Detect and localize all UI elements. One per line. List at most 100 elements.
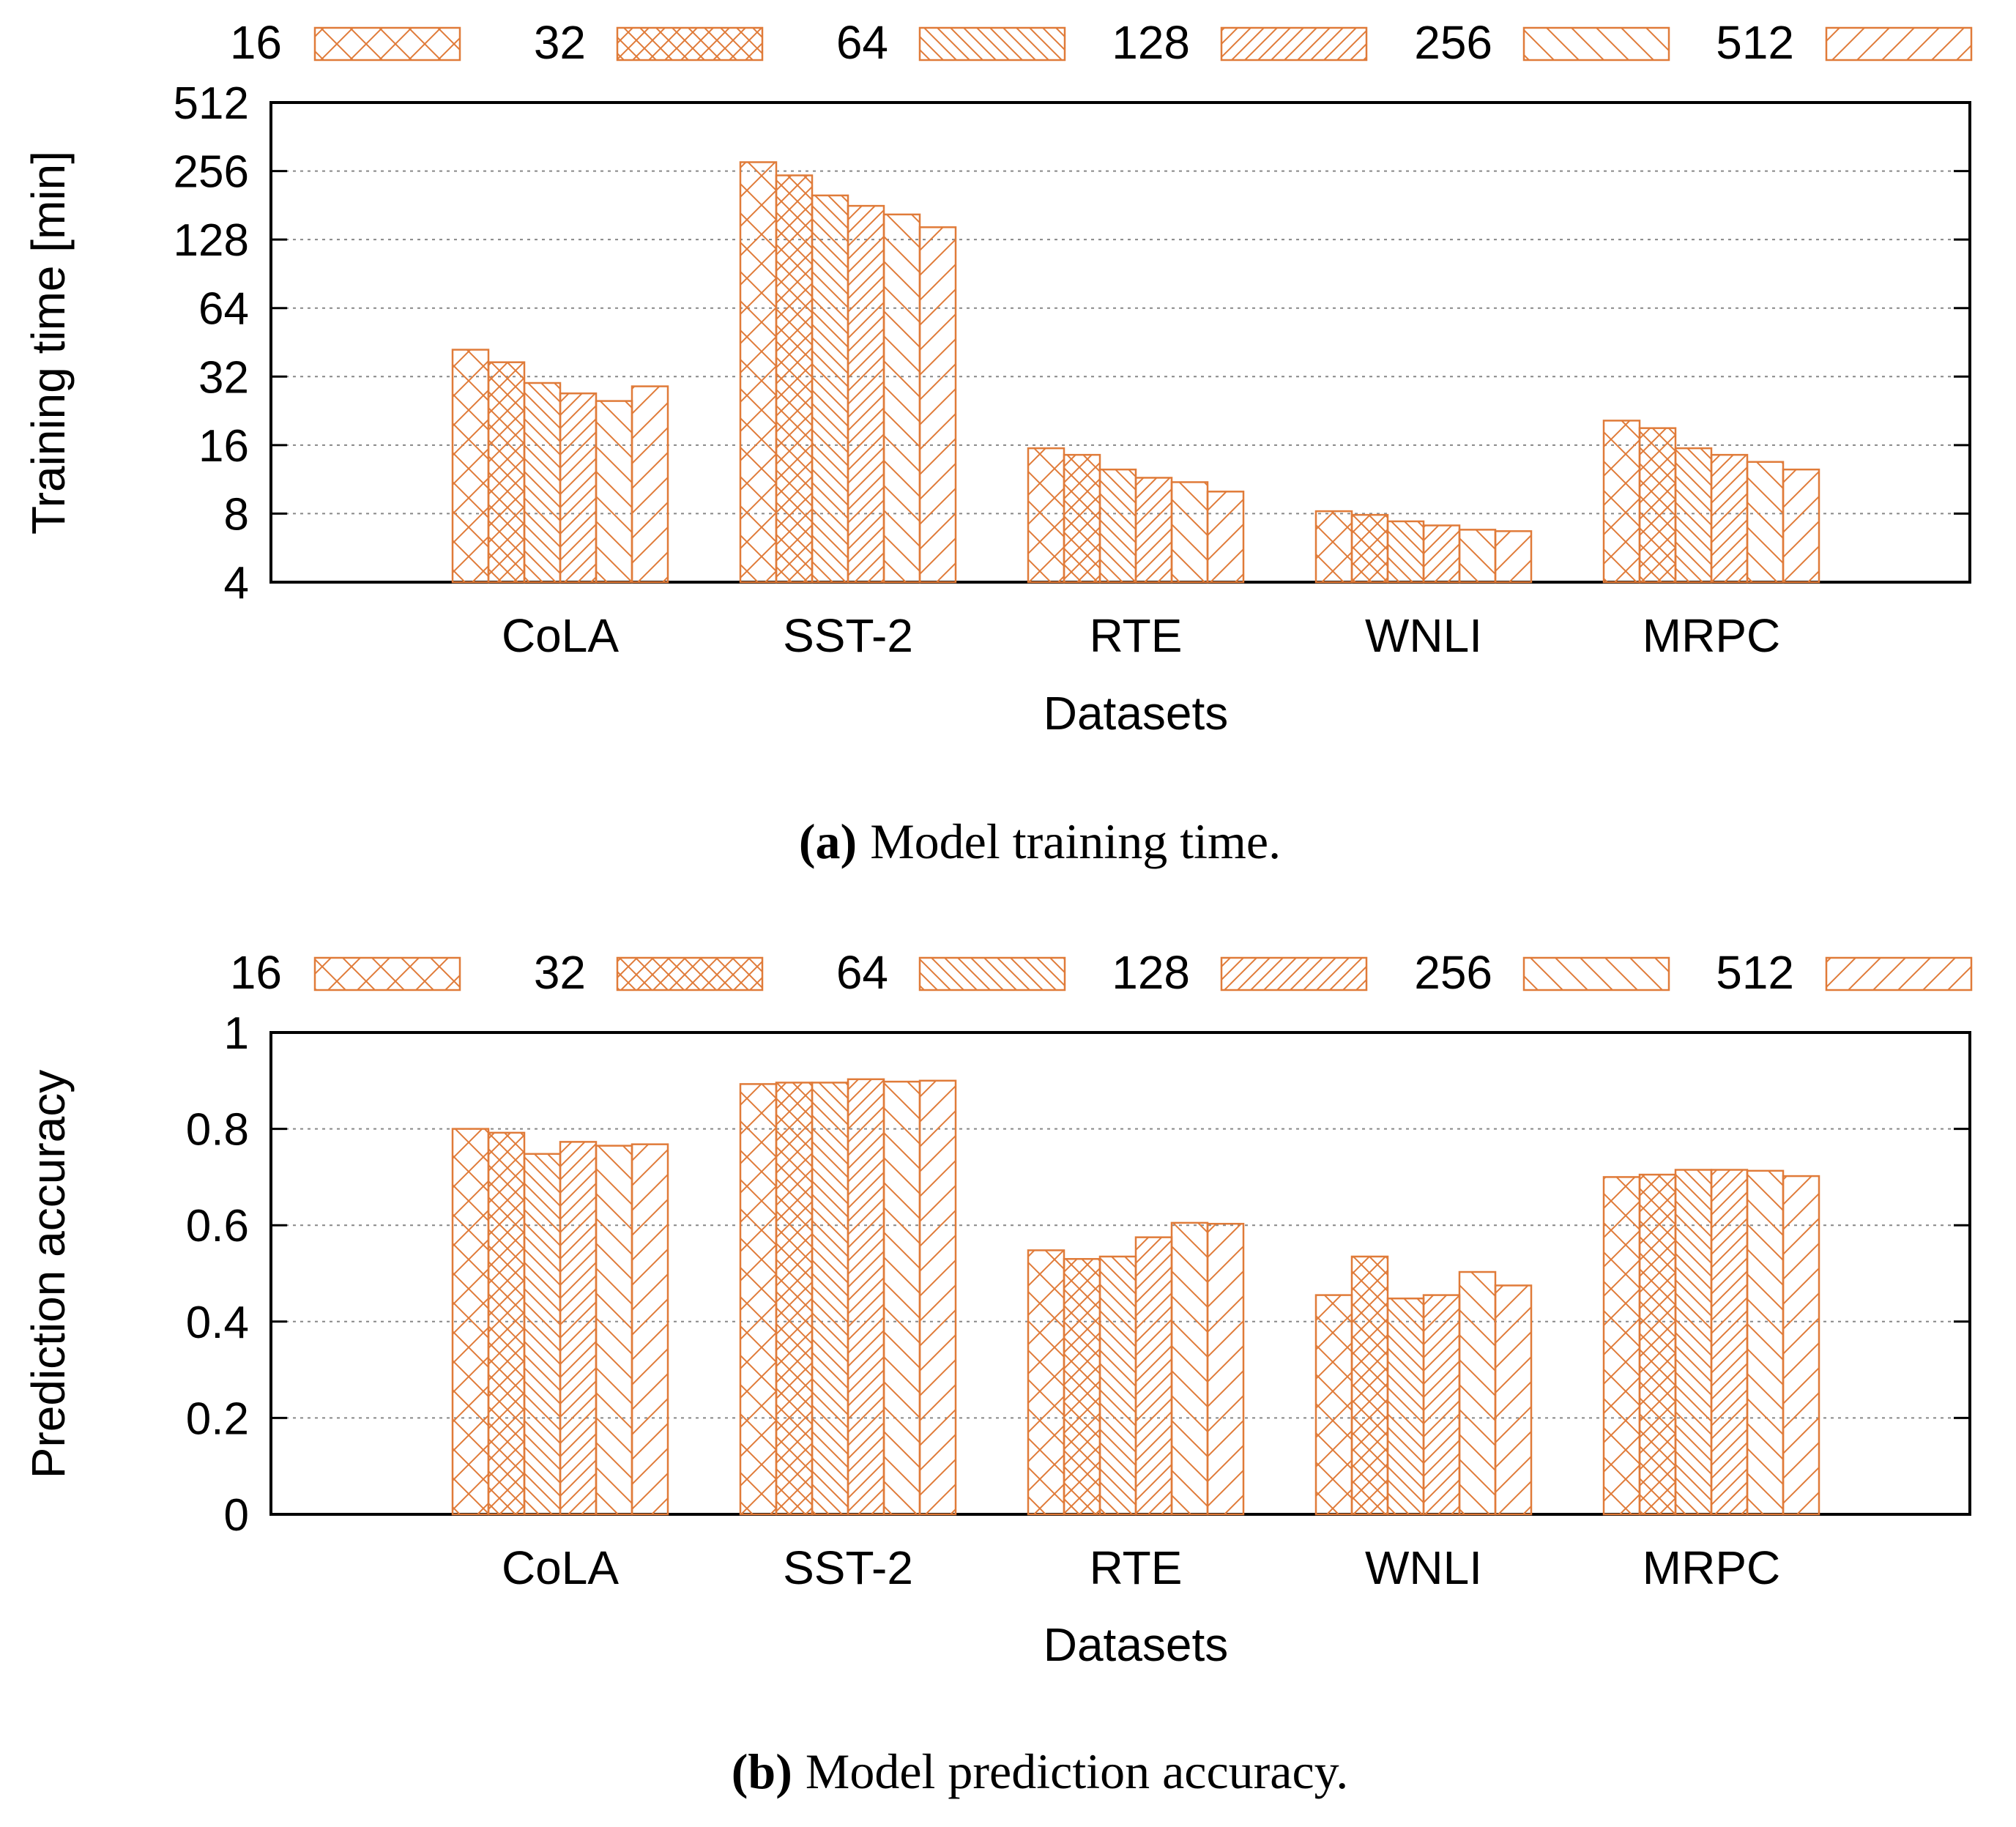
y-ticks-training-time: 4 8 16 32 64 128 256 512 — [174, 78, 1970, 609]
x-tick-label: CoLA — [502, 609, 619, 662]
y-axis-label-training-time: Training time [min] — [22, 151, 75, 535]
legend-swatch-256 — [1522, 26, 1670, 62]
bar-wnli-128 — [1422, 1294, 1461, 1516]
bar-sst-2-256 — [882, 213, 921, 584]
caption-label-b: (b) — [732, 1744, 792, 1799]
legend-swatch-64 — [918, 26, 1066, 62]
bar-wnli-64 — [1386, 520, 1425, 584]
bar-rte-256 — [1170, 481, 1209, 584]
bar-mrpc-512 — [1782, 1175, 1820, 1516]
x-tick-label: RTE — [1090, 609, 1183, 662]
legend-label-32: 32 — [534, 946, 586, 999]
x-tick-label: CoLA — [502, 1541, 619, 1594]
bar-mrpc-256 — [1746, 1169, 1785, 1516]
y-tick-label: 256 — [174, 147, 249, 198]
legend-swatch-128 — [1220, 956, 1368, 991]
bar-wnli-512 — [1494, 530, 1533, 584]
bar-rte-64 — [1098, 1255, 1137, 1516]
bar-cola-16 — [451, 349, 490, 584]
y-tick-label: 0 — [224, 1490, 249, 1541]
caption-text-a: Model training time. — [870, 814, 1281, 869]
bar-sst-2-512 — [918, 1079, 957, 1516]
legend-swatch-512 — [1825, 956, 1973, 991]
x-tick-label: SST-2 — [783, 609, 913, 662]
y-tick-label: 0.6 — [186, 1201, 249, 1251]
y-tick-label: 16 — [198, 421, 249, 472]
y-tick-label: 4 — [224, 558, 249, 609]
bar-cola-128 — [559, 1141, 598, 1516]
bar-mrpc-64 — [1674, 1169, 1713, 1516]
bar-mrpc-512 — [1782, 468, 1820, 584]
bar-sst-2-64 — [811, 194, 849, 584]
bar-cola-64 — [523, 1153, 562, 1516]
bar-sst-2-16 — [739, 161, 778, 584]
bar-sst-2-16 — [739, 1083, 778, 1516]
y-tick-label: 64 — [198, 284, 249, 335]
bar-cola-32 — [487, 1131, 526, 1516]
bar-mrpc-128 — [1710, 1169, 1749, 1516]
legend-swatch-32 — [616, 956, 764, 991]
x-ticks-training-time: CoLA SST-2 RTE WNLI MRPC — [502, 609, 1780, 662]
legend-swatch-64 — [918, 956, 1066, 991]
y-tick-label: 0.8 — [186, 1105, 249, 1156]
bar-wnli-32 — [1350, 1255, 1389, 1516]
legend-label-16: 16 — [230, 946, 282, 999]
legend-swatch-16 — [313, 26, 461, 62]
panel-prediction-accuracy: 16 32 64 128 256 512 0 0.2 0.4 0.6 0.8 1 CoLA SST-2… — [22, 946, 1973, 1799]
bar-mrpc-32 — [1638, 1173, 1677, 1516]
bar-rte-16 — [1027, 1249, 1065, 1516]
bar-rte-512 — [1206, 1222, 1245, 1516]
y-ticks-prediction-accuracy: 0 0.2 0.4 0.6 0.8 1 — [186, 1008, 1970, 1541]
legend-swatch-128 — [1220, 26, 1368, 62]
bar-wnli-128 — [1422, 524, 1461, 584]
x-tick-label: WNLI — [1365, 1541, 1482, 1594]
legend-label-128: 128 — [1112, 946, 1190, 999]
legend-swatch-32 — [616, 26, 764, 62]
bar-rte-32 — [1063, 1258, 1101, 1516]
bar-wnli-256 — [1458, 1270, 1497, 1516]
legend-label-512: 512 — [1716, 16, 1794, 69]
bars-training-time — [451, 161, 1820, 584]
panel-training-time: 16 32 64 128 256 512 4 8 16 32 64 128 256 512 CoLA SS… — [22, 16, 1973, 869]
x-tick-label: RTE — [1090, 1541, 1183, 1594]
caption-text-b: Model prediction accuracy. — [806, 1744, 1348, 1799]
bar-mrpc-64 — [1674, 447, 1713, 584]
bar-wnli-512 — [1494, 1284, 1533, 1516]
legend-prediction-accuracy: 16 32 64 128 256 512 — [230, 946, 1973, 999]
y-tick-label: 32 — [198, 352, 249, 403]
legend-swatch-256 — [1522, 956, 1670, 991]
bar-cola-256 — [595, 400, 633, 584]
bar-mrpc-16 — [1602, 1176, 1641, 1516]
bar-rte-256 — [1170, 1221, 1209, 1516]
x-tick-label: MRPC — [1643, 609, 1780, 662]
bar-mrpc-32 — [1638, 427, 1677, 584]
bar-cola-256 — [595, 1145, 633, 1516]
legend-label-512: 512 — [1716, 946, 1794, 999]
x-tick-label: WNLI — [1365, 609, 1482, 662]
legend-label-128: 128 — [1112, 16, 1190, 69]
x-tick-label: MRPC — [1643, 1541, 1780, 1594]
bars-prediction-accuracy — [451, 1078, 1820, 1516]
legend-swatch-16 — [313, 956, 461, 991]
x-ticks-prediction-accuracy: CoLA SST-2 RTE WNLI MRPC — [502, 1541, 1780, 1594]
bar-cola-512 — [631, 1143, 669, 1516]
bar-rte-128 — [1134, 477, 1173, 584]
bar-cola-128 — [559, 392, 598, 584]
bar-wnli-16 — [1314, 510, 1353, 584]
legend-label-256: 256 — [1414, 16, 1492, 69]
y-tick-label: 8 — [224, 489, 249, 540]
bar-sst-2-256 — [882, 1080, 921, 1516]
bar-wnli-64 — [1386, 1297, 1425, 1516]
y-tick-label: 128 — [174, 215, 249, 266]
bar-cola-16 — [451, 1128, 490, 1516]
bar-rte-128 — [1134, 1236, 1173, 1516]
legend-label-256: 256 — [1414, 946, 1492, 999]
legend-label-64: 64 — [836, 946, 888, 999]
y-axis-label-prediction-accuracy: Prediction accuracy — [22, 1070, 75, 1478]
x-axis-label-training-time: Datasets — [1044, 687, 1229, 740]
bar-sst-2-512 — [918, 226, 957, 584]
legend-label-16: 16 — [230, 16, 282, 69]
bar-sst-2-32 — [775, 1082, 814, 1516]
legend-swatch-512 — [1825, 26, 1973, 62]
